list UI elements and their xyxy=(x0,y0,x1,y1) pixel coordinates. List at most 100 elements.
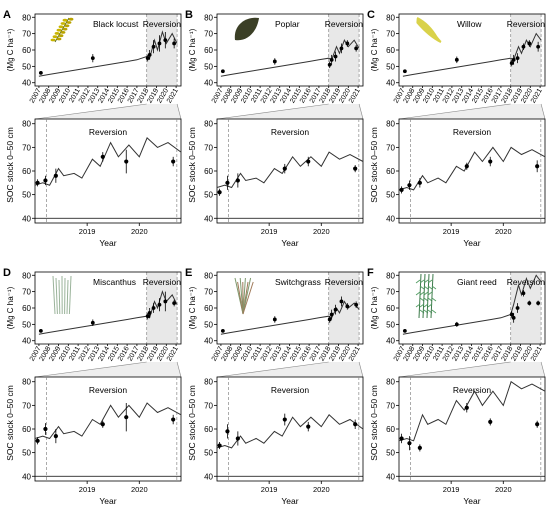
obs-point xyxy=(151,306,156,310)
y-tick-label: 80 xyxy=(204,378,213,387)
y-axis-label-top: (Mg C ha⁻¹) xyxy=(188,28,197,71)
obs-point xyxy=(339,299,344,304)
x-axis-label: Year xyxy=(99,496,116,506)
obs-point xyxy=(282,417,287,422)
obs-point xyxy=(402,329,407,333)
obs-point xyxy=(509,312,514,317)
bottom-plot-bg xyxy=(35,119,181,223)
obs-point xyxy=(35,180,40,185)
y-tick-label: 60 xyxy=(204,304,213,313)
y-tick-label: 70 xyxy=(204,30,213,39)
obs-point xyxy=(171,159,176,164)
obs-point xyxy=(272,317,277,322)
panel-letter: C xyxy=(367,9,375,21)
y-tick-label: 50 xyxy=(204,62,213,71)
obs-point xyxy=(454,57,459,62)
obs-point xyxy=(527,41,532,46)
bottom-plot-bg xyxy=(217,377,363,481)
zoom-band xyxy=(35,104,181,119)
bottom-plot-bg xyxy=(399,377,545,481)
obs-point xyxy=(417,445,422,451)
y-tick-label: 40 xyxy=(22,79,31,88)
y-tick-label: 60 xyxy=(204,46,213,55)
y-axis-label-top: (Mg C ha⁻¹) xyxy=(370,286,379,329)
y-axis-label-top: (Mg C ha⁻¹) xyxy=(6,286,15,329)
y-tick-label: 50 xyxy=(386,449,395,458)
obs-point xyxy=(90,320,95,325)
obs-point xyxy=(235,436,240,441)
crop-name: Black locust xyxy=(93,19,139,29)
obs-point xyxy=(339,46,344,51)
reversion-label-zoom: Reversion xyxy=(271,127,310,137)
obs-point xyxy=(43,426,48,432)
obs-point xyxy=(157,41,162,46)
obs-point xyxy=(536,44,541,49)
obs-point xyxy=(535,164,540,169)
reversion-shade xyxy=(510,14,542,86)
y-tick-label: 50 xyxy=(386,191,395,200)
reversion-label: Reversion xyxy=(507,19,546,29)
obs-point xyxy=(327,62,332,67)
panel-letter: D xyxy=(3,267,11,279)
y-tick-label: 60 xyxy=(22,167,31,176)
y-tick-label: 50 xyxy=(22,191,31,200)
obs-point xyxy=(402,69,407,74)
y-tick-label: 50 xyxy=(386,320,395,329)
y-tick-label: 40 xyxy=(386,214,395,223)
obs-point xyxy=(220,69,225,74)
reversion-label-zoom: Reversion xyxy=(453,385,492,395)
y-tick-label: 80 xyxy=(204,271,213,280)
y-tick-label: 80 xyxy=(204,120,213,129)
bottom-plot-bg xyxy=(399,119,545,223)
reversion-shade xyxy=(328,14,360,86)
zoom-connector-left xyxy=(34,361,147,378)
x-axis-label: Year xyxy=(99,238,116,248)
obs-point xyxy=(147,53,152,57)
y-tick-label: 80 xyxy=(22,120,31,129)
y-tick-label: 60 xyxy=(386,304,395,313)
y-tick-label: 40 xyxy=(204,214,213,223)
zoom-connector-right xyxy=(540,361,546,378)
obs-point xyxy=(464,405,469,410)
obs-point xyxy=(333,307,338,312)
crop-name: Miscanthus xyxy=(93,277,136,287)
y-axis-label-bottom: SOC stock 0–50 cm xyxy=(187,127,197,203)
y-tick-label: 70 xyxy=(22,30,31,39)
model-line xyxy=(220,39,360,77)
panel-f: 4050607080200720082009201020112012201320… xyxy=(367,267,546,506)
model-line xyxy=(220,300,360,335)
reversion-label: Reversion xyxy=(143,277,182,287)
zoom-connector-right xyxy=(176,103,182,120)
zoom-band xyxy=(35,362,181,377)
obs-point xyxy=(124,159,129,164)
x-tick-label: 2020 xyxy=(131,227,148,236)
reversion-label: Reversion xyxy=(325,277,364,287)
obs-point xyxy=(333,54,338,59)
y-axis-label-top: (Mg C ha⁻¹) xyxy=(6,28,15,71)
y-axis-label-bottom: SOC stock 0–50 cm xyxy=(5,127,15,203)
panel-letter: A xyxy=(3,9,11,21)
x-tick-label: 2019 xyxy=(261,227,278,236)
panel-c: 4050607080200720082009201020112012201320… xyxy=(367,9,546,248)
zoom-band xyxy=(399,104,545,119)
zoom-connector-right xyxy=(358,361,364,378)
obs-point xyxy=(488,159,493,164)
y-tick-label: 70 xyxy=(204,288,213,297)
x-tick-label: 2020 xyxy=(313,485,330,494)
x-tick-label: 2020 xyxy=(495,227,512,236)
obs-point xyxy=(306,424,311,429)
zoom-band xyxy=(217,362,363,377)
y-axis-label-bottom: SOC stock 0–50 cm xyxy=(369,127,379,203)
obs-point xyxy=(217,190,222,195)
x-tick-label: 2019 xyxy=(443,227,460,236)
y-tick-label: 80 xyxy=(386,378,395,387)
obs-point xyxy=(100,154,105,159)
model-line-zoom xyxy=(398,380,546,442)
obs-point xyxy=(43,178,48,183)
reversion-shade xyxy=(328,272,360,344)
panel-e: 4050607080200720082009201020112012201320… xyxy=(185,267,364,506)
y-tick-label: 50 xyxy=(22,449,31,458)
panel-letter: B xyxy=(185,9,193,21)
x-tick-label: 2019 xyxy=(261,485,278,494)
